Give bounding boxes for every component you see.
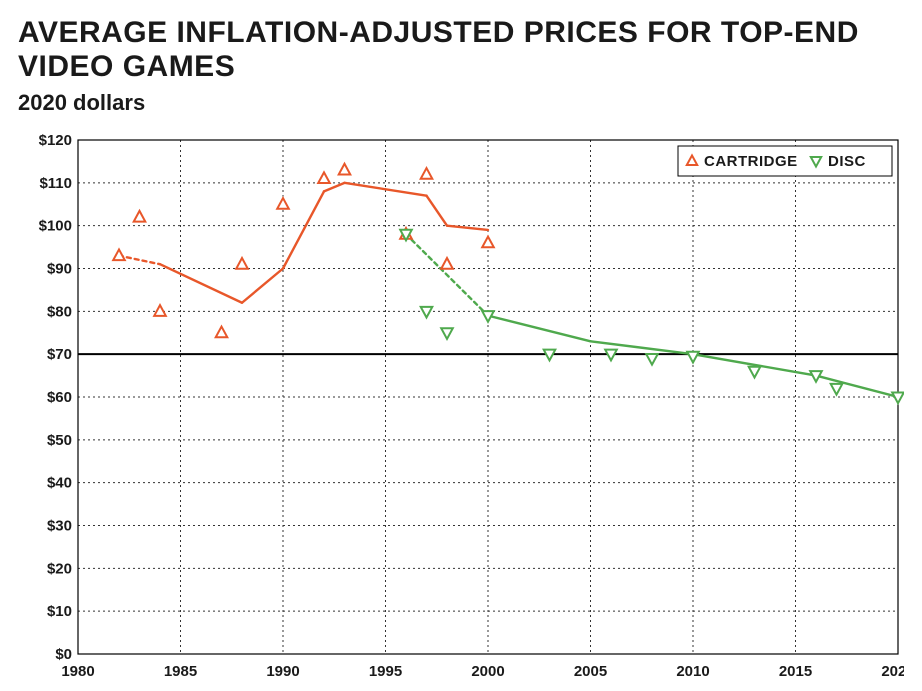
- x-tick-label: 1990: [266, 663, 299, 680]
- y-tick-label: $90: [47, 261, 72, 278]
- x-tick-label: 2005: [574, 663, 607, 680]
- x-tick-label: 2010: [676, 663, 709, 680]
- y-tick-label: $120: [39, 132, 72, 149]
- chart-container: $0 $10 $20 $30 $40 $50 $60 $70 $80 $90 $100 $110 $12…: [18, 130, 904, 690]
- y-tick-label: $80: [47, 303, 72, 320]
- legend-label: CARTRIDGE: [704, 153, 798, 170]
- y-tick-label: $0: [55, 646, 72, 663]
- y-tick-label: $10: [47, 603, 72, 620]
- y-tick-label: $30: [47, 518, 72, 535]
- y-tick-label: $20: [47, 560, 72, 577]
- legend-label: DISC: [828, 153, 866, 170]
- chart-svg: $0 $10 $20 $30 $40 $50 $60 $70 $80 $90 $100 $110 $12…: [18, 130, 904, 690]
- y-tick-label: $60: [47, 389, 72, 406]
- y-tick-label: $110: [39, 175, 72, 192]
- x-tick-label: 1980: [61, 663, 94, 680]
- chart-subtitle: 2020 dollars: [18, 90, 904, 116]
- chart-title: AVERAGE INFLATION-ADJUSTED PRICES FOR TO…: [18, 16, 904, 84]
- x-tick-label: 2020: [881, 663, 904, 680]
- x-tick-label: 2015: [779, 663, 812, 680]
- x-tick-label: 2000: [471, 663, 504, 680]
- y-tick-label: $40: [47, 475, 72, 492]
- x-tick-label: 1985: [164, 663, 197, 680]
- y-tick-label: $100: [39, 218, 72, 235]
- y-tick-label: $50: [47, 432, 72, 449]
- x-tick-label: 1995: [369, 663, 402, 680]
- y-tick-label: $70: [47, 346, 72, 363]
